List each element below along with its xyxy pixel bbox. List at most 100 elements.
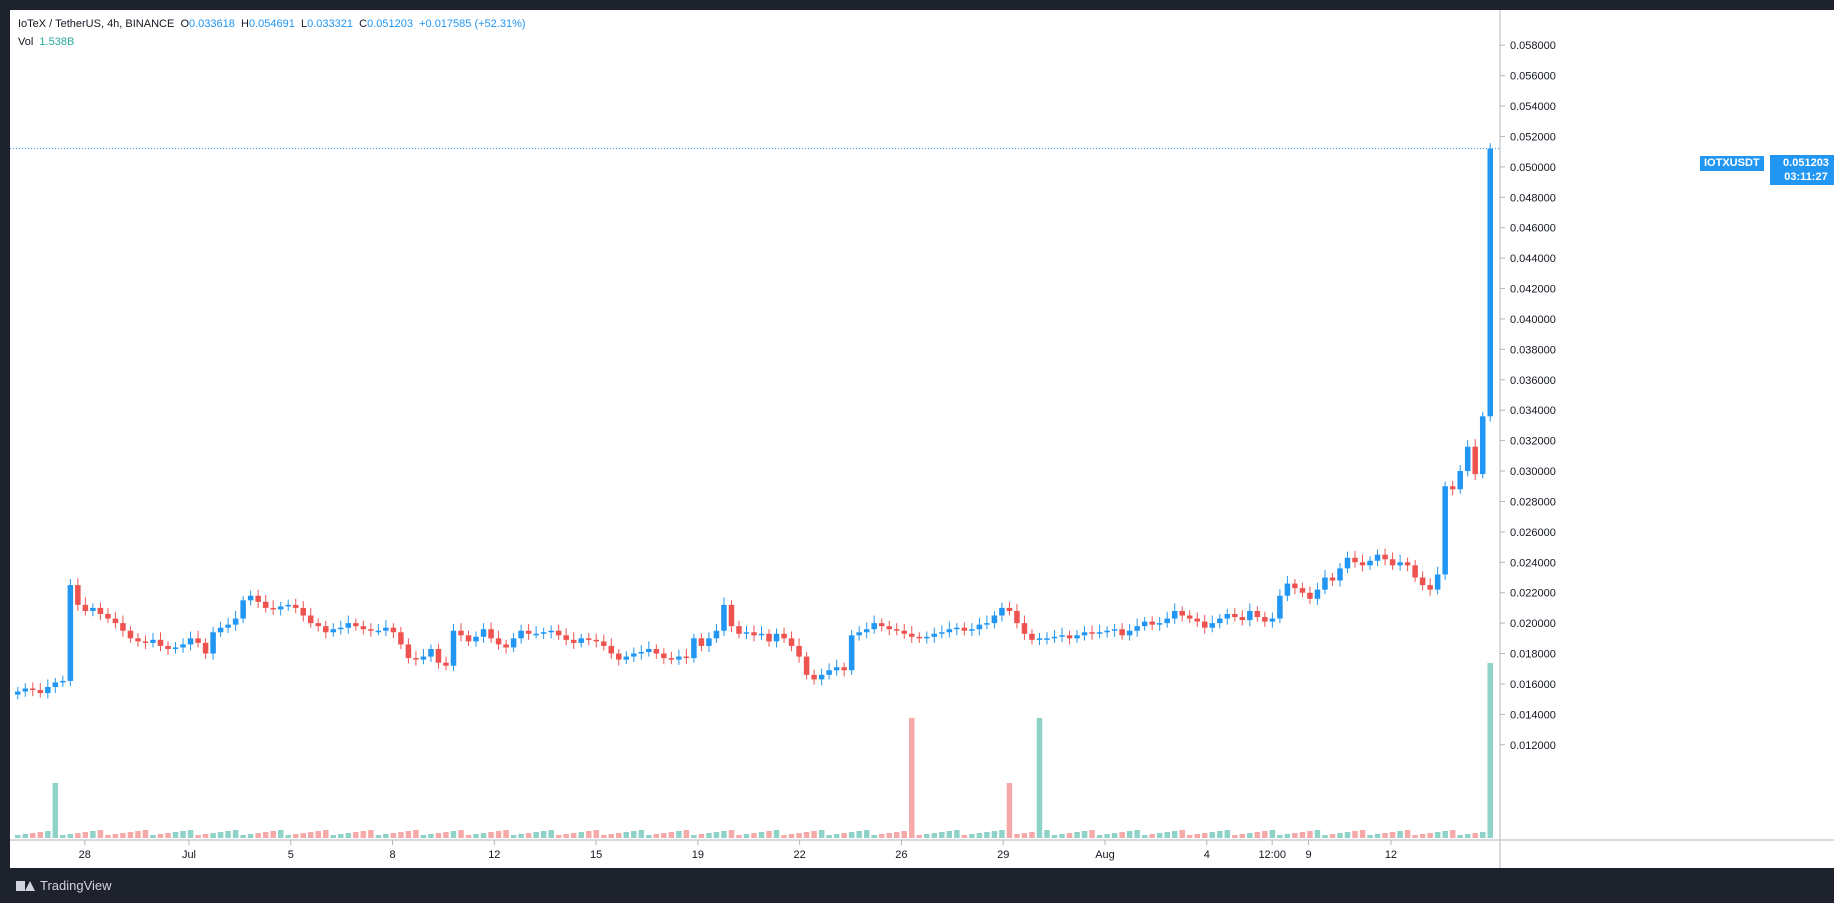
- candle-body: [608, 645, 615, 654]
- candle-body: [1427, 585, 1433, 590]
- price-tick-label: 0.014000: [1510, 709, 1556, 721]
- volume-bar: [848, 832, 855, 838]
- volume-bar: [413, 830, 419, 838]
- candle-body: [360, 626, 367, 630]
- volume-bar: [1254, 832, 1261, 838]
- volume-bar: [142, 830, 149, 838]
- volume-bar: [15, 835, 21, 838]
- candle-body: [1149, 621, 1155, 625]
- volume-bar: [811, 831, 817, 838]
- price-tick-label: 0.046000: [1510, 223, 1556, 235]
- candle-body: [270, 607, 276, 610]
- candle-body: [37, 690, 44, 694]
- volume-bar: [1059, 834, 1065, 838]
- volume-bar: [781, 835, 787, 838]
- price-chart[interactable]: 0.058000 0.056000 0.054000 0.052000 0.050000…: [10, 10, 1834, 868]
- volume-bar: [1479, 832, 1486, 838]
- volume-bar: [803, 832, 810, 838]
- volume-bar: [210, 833, 216, 838]
- candle-body: [285, 604, 291, 607]
- candle-body: [165, 645, 171, 649]
- candle-body: [1434, 574, 1441, 590]
- candle-body: [991, 615, 998, 624]
- volume-bar: [924, 834, 930, 838]
- volume-bar: [1487, 663, 1493, 838]
- volume-bar: [22, 834, 29, 838]
- tradingview-logo[interactable]: TradingView: [16, 878, 112, 893]
- candle-body: [1404, 562, 1411, 566]
- volume-bar: [1269, 830, 1276, 838]
- candle-body: [661, 653, 667, 659]
- candle-body: [277, 606, 284, 610]
- volume-bar: [67, 834, 74, 838]
- candle-body: [488, 629, 494, 639]
- volume-bar: [1344, 832, 1351, 838]
- volume-bar: [1299, 832, 1306, 838]
- volume-bar: [1404, 830, 1411, 838]
- last-price: 0.051203: [1783, 157, 1829, 169]
- candle-body: [893, 629, 900, 631]
- candle-body: [1059, 635, 1065, 637]
- candle-body: [1442, 486, 1448, 575]
- volume-bar: [150, 835, 156, 838]
- candle-body: [1397, 562, 1403, 566]
- volume-bar: [1277, 835, 1283, 838]
- candle-body: [1374, 554, 1381, 561]
- candle-body: [1051, 636, 1058, 639]
- volume-bar: [1412, 835, 1418, 838]
- volume-bar: [706, 833, 712, 838]
- candle-body: [886, 626, 892, 630]
- volume-bar: [307, 832, 314, 838]
- volume-bar: [180, 831, 186, 838]
- volume-bar: [1442, 831, 1448, 838]
- price-tick-label: 0.030000: [1510, 466, 1556, 478]
- time-tick-label: 12: [1385, 849, 1397, 861]
- candle-body: [450, 630, 457, 666]
- volume-bar: [127, 832, 134, 838]
- volume-bar: [570, 833, 577, 838]
- candle-body: [848, 635, 855, 671]
- candle-body: [818, 674, 825, 680]
- candle-body: [262, 601, 269, 608]
- volume-bar: [195, 835, 201, 838]
- candle-body: [961, 627, 968, 631]
- volume-bar: [398, 832, 404, 838]
- volume-bar: [1021, 833, 1028, 838]
- volume-bar: [292, 834, 299, 838]
- volume-bar: [187, 830, 194, 838]
- volume-bar: [1359, 830, 1366, 838]
- candle-body: [15, 691, 21, 695]
- candle-body: [292, 604, 299, 608]
- volume-bar: [90, 831, 96, 838]
- candle-body: [375, 630, 382, 633]
- volume-bar: [435, 833, 442, 838]
- volume-bar: [1449, 830, 1456, 838]
- volume-bar: [473, 834, 479, 838]
- volume-bar: [1217, 831, 1223, 838]
- candle-body: [405, 644, 412, 659]
- volume-bar: [638, 830, 645, 838]
- candle-body: [773, 633, 780, 642]
- candle-body: [1359, 562, 1366, 566]
- volume-bar: [1096, 835, 1103, 838]
- volume-bar: [120, 833, 126, 838]
- volume-bar: [1322, 835, 1328, 838]
- candle-body: [52, 682, 59, 687]
- volume-bar: [878, 834, 885, 838]
- volume-bar: [1239, 834, 1246, 838]
- candle-body: [473, 636, 479, 642]
- candle-body: [150, 639, 156, 643]
- volume-legend: Vol 1.538B: [18, 36, 75, 48]
- candle-body: [909, 633, 915, 637]
- candle-body: [1337, 568, 1343, 581]
- volume-bar: [518, 834, 524, 838]
- candle-body: [706, 638, 712, 646]
- candle-body: [1081, 632, 1088, 636]
- price-tick-label: 0.032000: [1510, 436, 1556, 448]
- volume-bar: [1262, 831, 1268, 838]
- candle-body: [30, 688, 36, 691]
- price-tick-label: 0.058000: [1510, 40, 1556, 52]
- candle-body: [826, 670, 832, 675]
- candle-body: [465, 635, 472, 642]
- candle-body: [1299, 588, 1306, 593]
